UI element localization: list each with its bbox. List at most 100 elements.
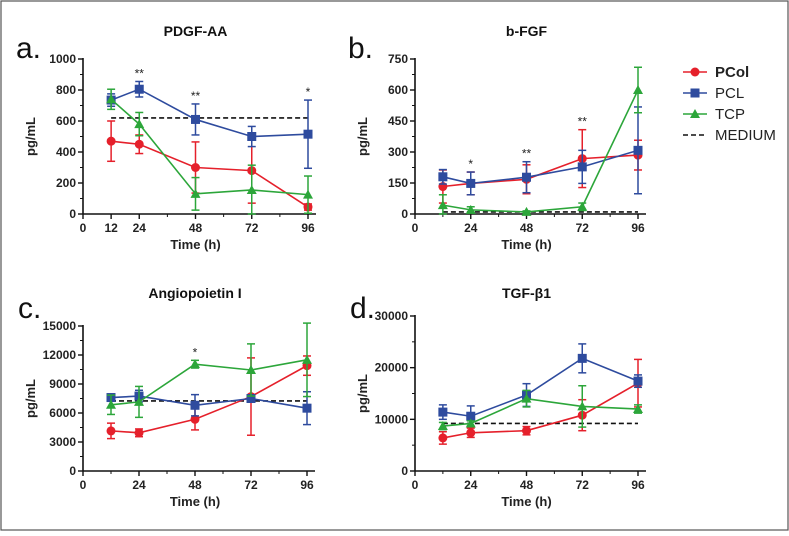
y-axis-label: pg/mL (23, 379, 38, 418)
x-axis-label: Time (h) (170, 494, 220, 509)
x-axis-label: Time (h) (170, 237, 220, 252)
data-point (466, 411, 476, 421)
y-tick-label: 12000 (43, 348, 77, 362)
x-tick-label: 0 (412, 221, 419, 235)
data-point (247, 132, 257, 141)
y-axis-label: pg/mL (355, 374, 370, 413)
y-tick-label: 10000 (375, 412, 409, 426)
series-tcp (437, 385, 643, 431)
chart-title: PDGF-AA (164, 23, 228, 39)
x-tick-label: 24 (464, 221, 478, 235)
legend-item-medium: MEDIUM (683, 127, 776, 144)
data-point (522, 172, 531, 182)
data-point (190, 359, 200, 369)
x-tick-label: 48 (188, 478, 202, 492)
significance-mark: * (193, 345, 198, 359)
data-point (134, 84, 144, 94)
data-point (134, 119, 145, 129)
y-tick-label: 15000 (43, 319, 77, 333)
x-axis-label: Time (h) (501, 237, 551, 252)
x-tick-label: 72 (245, 221, 259, 235)
y-tick-label: 6000 (49, 406, 76, 420)
panel-2: b. b-FGF 0 150 300 450 600 750 0 24 48 72 96 Time (h)… (348, 23, 646, 252)
significance-mark: * (468, 157, 473, 171)
data-point (633, 145, 643, 155)
data-point (303, 189, 313, 199)
data-point (106, 136, 116, 146)
data-point (106, 399, 116, 409)
y-tick-label: 200 (56, 176, 76, 190)
significance-mark: ** (578, 115, 588, 129)
data-point (190, 188, 201, 198)
data-point (633, 85, 643, 94)
x-tick-label: 24 (132, 478, 146, 492)
y-tick-label: 30000 (375, 309, 409, 323)
series-tcp (106, 88, 313, 215)
data-point (302, 403, 312, 413)
significance-mark: ** (191, 89, 201, 103)
y-tick-label: 0 (401, 464, 408, 478)
y-tick-label: 0 (69, 464, 76, 478)
y-axis-label: pg/mL (23, 117, 38, 156)
y-tick-label: 20000 (375, 361, 409, 375)
legend-item-tcp: TCP (683, 106, 745, 123)
x-tick-label: 0 (80, 221, 87, 235)
y-tick-label: 400 (56, 145, 76, 159)
data-point (577, 401, 588, 411)
data-point (438, 172, 448, 182)
y-tick-label: 600 (56, 114, 76, 128)
series-pcl (438, 343, 643, 428)
series-tcp (106, 322, 312, 419)
legend: PCol PCL TCP MEDIUM (683, 64, 776, 144)
legend-item-pcol: PCol (683, 64, 749, 81)
panel-3: c. Angiopoietin I 0 3000 6000 9000 12000 15000 0… (18, 285, 315, 509)
panel-4: d. TGF-β1 0 10000 20000 30000 0 24 48 72 96 Time (h… (350, 285, 646, 509)
y-tick-label: 0 (401, 207, 408, 221)
x-tick-label: 72 (576, 221, 590, 235)
y-tick-label: 800 (56, 83, 76, 97)
y-tick-label: 9000 (49, 377, 76, 391)
data-point (465, 418, 476, 428)
data-point (577, 201, 588, 211)
data-point (134, 428, 144, 438)
x-tick-label: 96 (631, 221, 645, 235)
data-point (521, 393, 532, 403)
panel-label: c. (18, 292, 41, 325)
x-tick-label: 96 (300, 478, 314, 492)
panel-label: a. (16, 32, 41, 65)
y-tick-label: 750 (388, 52, 408, 66)
y-tick-label: 150 (388, 176, 408, 190)
x-tick-label: 96 (631, 478, 645, 492)
y-tick-label: 600 (388, 83, 408, 97)
x-tick-label: 0 (80, 478, 87, 492)
x-tick-label: 48 (189, 221, 203, 235)
y-tick-label: 1000 (49, 52, 76, 66)
data-point (521, 206, 532, 216)
legend-marker (690, 109, 700, 118)
chart-title: TGF-β1 (502, 285, 551, 301)
data-point (190, 400, 200, 410)
data-point (303, 129, 313, 139)
data-point (190, 414, 200, 424)
legend-label: TCP (715, 106, 745, 123)
legend-label: MEDIUM (715, 127, 776, 144)
data-point (437, 200, 448, 210)
x-tick-label: 0 (412, 478, 419, 492)
data-point (246, 364, 256, 374)
x-tick-label: 72 (576, 478, 590, 492)
data-point (438, 433, 448, 443)
x-axis-label: Time (h) (501, 494, 551, 509)
data-point (191, 163, 200, 172)
y-tick-label: 450 (388, 114, 408, 128)
x-tick-label: 96 (301, 221, 315, 235)
legend-label: PCol (715, 64, 749, 81)
x-tick-label: 24 (464, 478, 478, 492)
y-tick-label: 0 (69, 207, 76, 221)
x-tick-label: 24 (133, 221, 147, 235)
x-tick-label: 48 (520, 221, 534, 235)
significance-mark: * (306, 85, 311, 99)
y-tick-label: 3000 (49, 435, 76, 449)
x-tick-label: 48 (520, 478, 534, 492)
